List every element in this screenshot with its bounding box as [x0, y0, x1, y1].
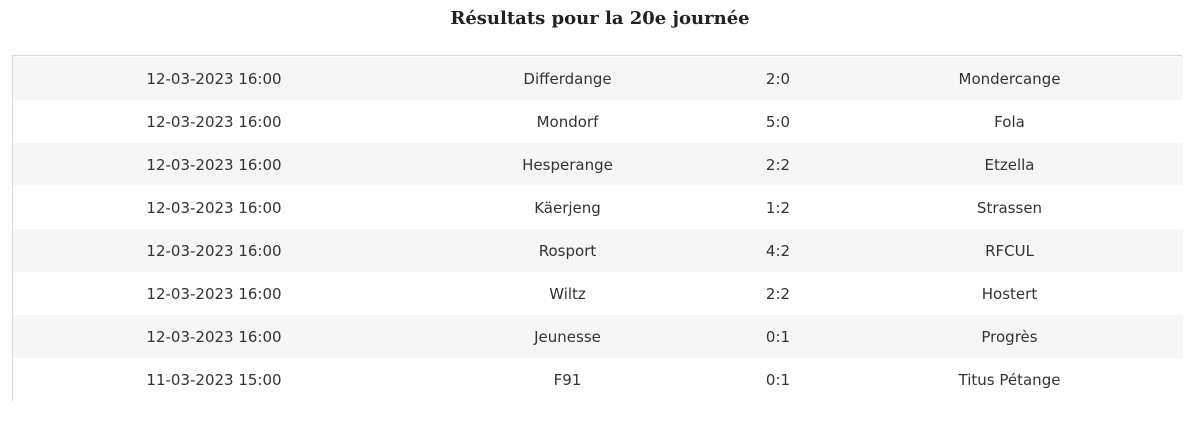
away-team: Etzella [836, 143, 1183, 186]
match-datetime: 12-03-2023 16:00 [13, 100, 415, 143]
match-score: 2:0 [720, 57, 836, 100]
match-score: 1:2 [720, 186, 836, 229]
match-score: 5:0 [720, 100, 836, 143]
table-row: 12-03-2023 16:00 Hesperange 2:2 Etzella [13, 143, 1183, 186]
home-team: Mondorf [415, 100, 720, 143]
page-title: Résultats pour la 20e journée [450, 8, 750, 29]
results-table: 12-03-2023 16:00 Differdange 2:0 Monderc… [13, 57, 1183, 401]
match-datetime: 12-03-2023 16:00 [13, 143, 415, 186]
away-team: Hostert [836, 272, 1183, 315]
away-team: Mondercange [836, 57, 1183, 100]
home-team: Hesperange [415, 143, 720, 186]
away-team: Titus Pétange [836, 358, 1183, 401]
table-row: 12-03-2023 16:00 Rosport 4:2 RFCUL [13, 229, 1183, 272]
home-team: Wiltz [415, 272, 720, 315]
home-team: Rosport [415, 229, 720, 272]
match-datetime: 12-03-2023 16:00 [13, 186, 415, 229]
table-row: 12-03-2023 16:00 Käerjeng 1:2 Strassen [13, 186, 1183, 229]
match-datetime: 12-03-2023 16:00 [13, 57, 415, 100]
home-team: Jeunesse [415, 315, 720, 358]
match-datetime: 12-03-2023 16:00 [13, 272, 415, 315]
home-team: Differdange [415, 57, 720, 100]
match-datetime: 12-03-2023 16:00 [13, 229, 415, 272]
match-score: 0:1 [720, 358, 836, 401]
table-row: 11-03-2023 15:00 F91 0:1 Titus Pétange [13, 358, 1183, 401]
match-datetime: 12-03-2023 16:00 [13, 315, 415, 358]
match-score: 2:2 [720, 272, 836, 315]
away-team: RFCUL [836, 229, 1183, 272]
match-datetime: 11-03-2023 15:00 [13, 358, 415, 401]
home-team: F91 [415, 358, 720, 401]
table-row: 12-03-2023 16:00 Wiltz 2:2 Hostert [13, 272, 1183, 315]
results-table-container: 12-03-2023 16:00 Differdange 2:0 Monderc… [12, 55, 1183, 401]
away-team: Fola [836, 100, 1183, 143]
table-row: 12-03-2023 16:00 Mondorf 5:0 Fola [13, 100, 1183, 143]
match-score: 0:1 [720, 315, 836, 358]
table-row: 12-03-2023 16:00 Jeunesse 0:1 Progrès [13, 315, 1183, 358]
away-team: Strassen [836, 186, 1183, 229]
match-score: 2:2 [720, 143, 836, 186]
table-row: 12-03-2023 16:00 Differdange 2:0 Monderc… [13, 57, 1183, 100]
away-team: Progrès [836, 315, 1183, 358]
home-team: Käerjeng [415, 186, 720, 229]
match-score: 4:2 [720, 229, 836, 272]
